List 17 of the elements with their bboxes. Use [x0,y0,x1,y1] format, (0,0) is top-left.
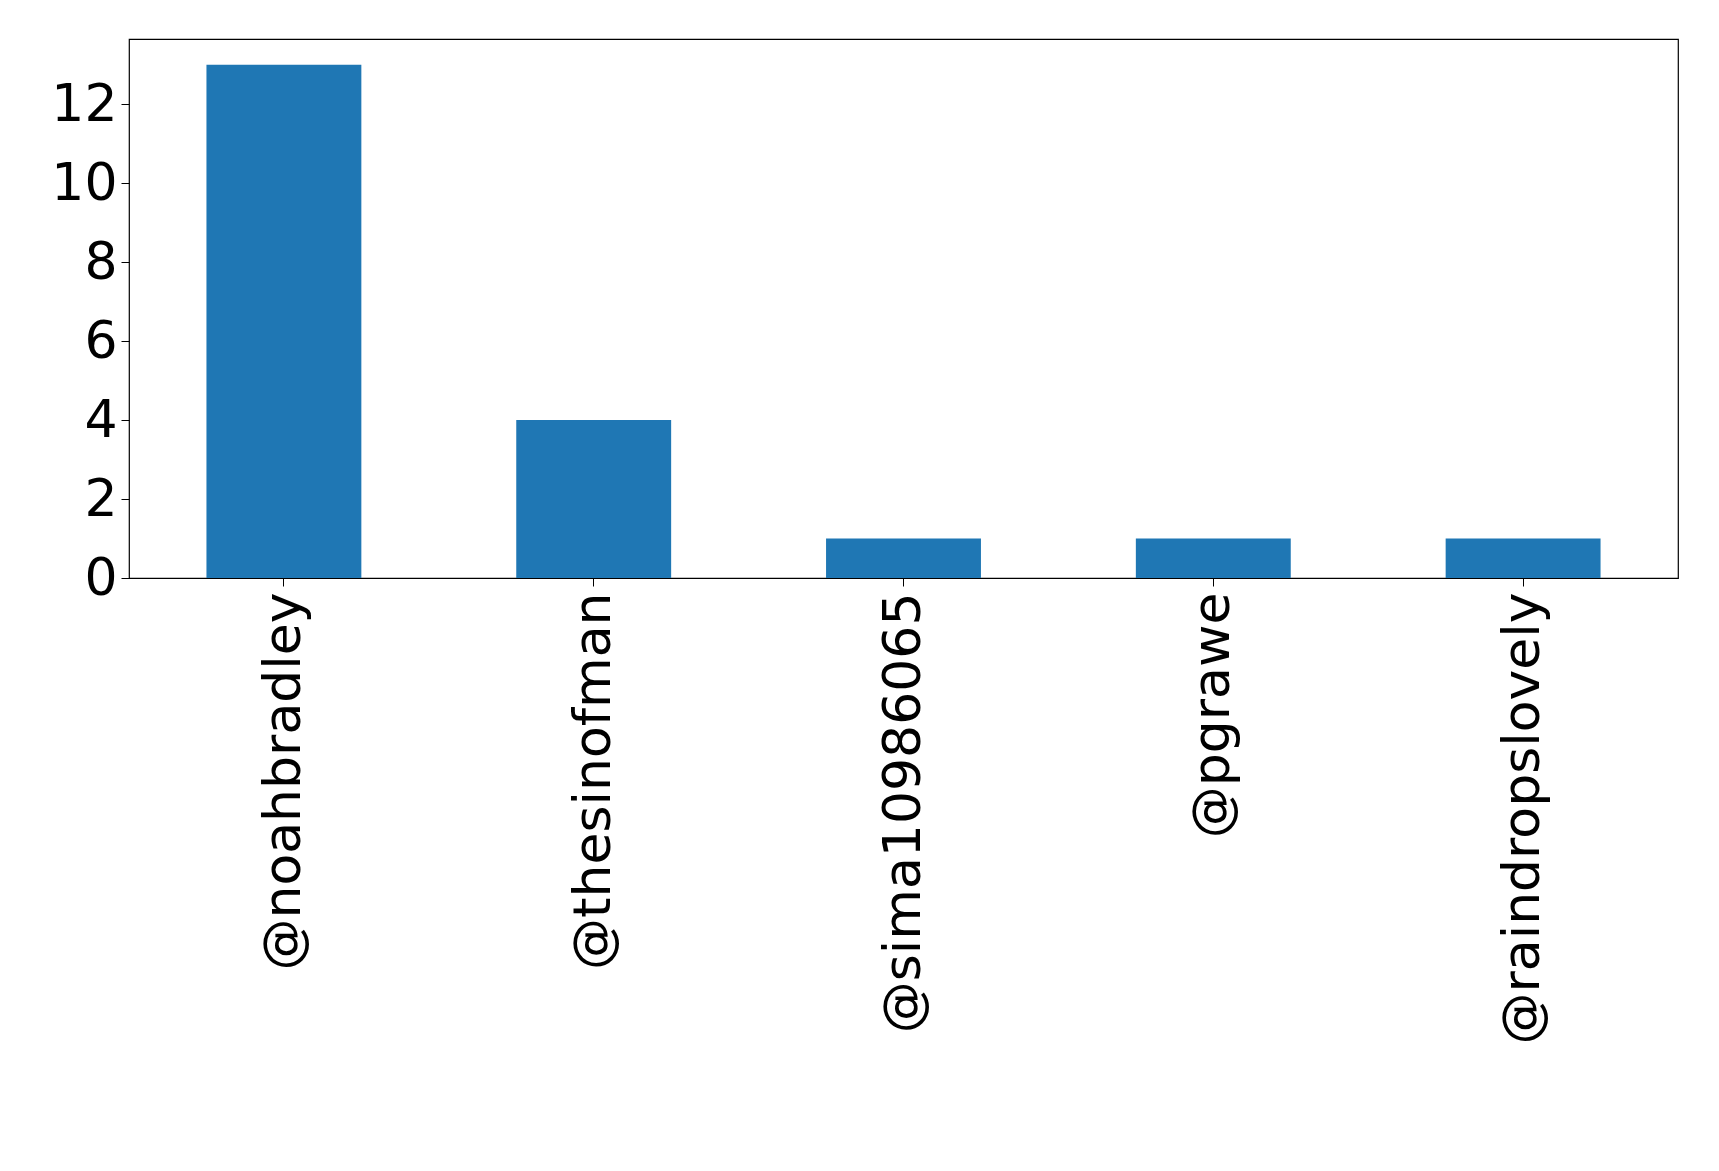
x-tick-label: @sima10986065 [871,592,932,1034]
y-tick-label: 12 [51,72,118,133]
bar [826,538,981,578]
bar [206,64,362,578]
bar [516,420,672,578]
x-tick-label: @thesinofman [561,592,622,970]
bar [1445,538,1601,578]
y-tick-label: 6 [84,309,118,370]
x-tick-label: @raindropslovely [1491,592,1552,1045]
y-tick-label: 0 [84,546,118,607]
x-tick-label: @noahbradley [251,592,312,971]
bar [1135,538,1291,578]
x-tick-label: @pgrawe [1181,592,1242,839]
y-tick-label: 8 [84,230,118,291]
y-tick-label: 2 [84,467,118,528]
y-tick-label: 4 [84,388,118,449]
y-tick-label: 10 [51,151,118,212]
